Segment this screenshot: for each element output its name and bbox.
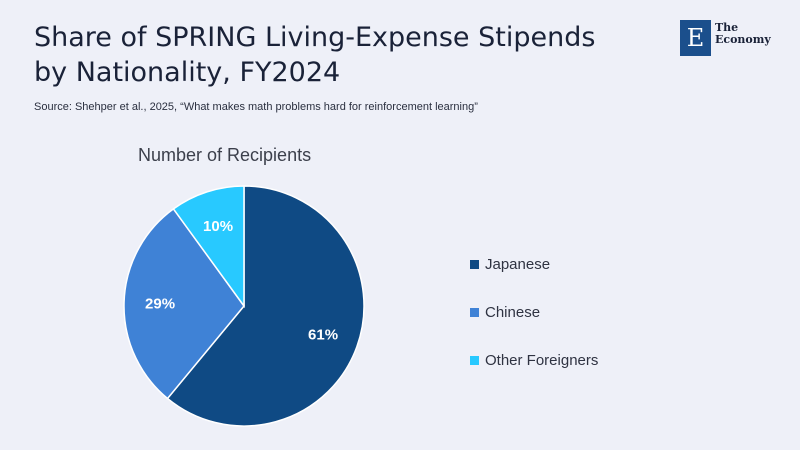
legend-swatch	[470, 259, 479, 269]
legend-swatch	[470, 355, 479, 365]
legend-swatch	[470, 307, 479, 317]
chart-title: Number of Recipients	[138, 145, 312, 165]
logo-mark: E	[680, 20, 711, 56]
pie-slice-other-foreigners	[172, 185, 245, 309]
legend-item-other-foreigners: Other Foreigners	[470, 348, 598, 372]
logo-line-1: The	[715, 21, 739, 34]
logo-wordmark: The Economy	[715, 20, 771, 46]
publisher-logo: E The Economy	[680, 20, 771, 56]
page-title: Share of SPRING Living-Expense Stipends …	[34, 22, 596, 88]
legend-label: Chinese	[485, 303, 541, 321]
slice-label-other-foreigners: 10%	[203, 218, 233, 235]
pie-slice-japanese	[166, 185, 365, 427]
logo-line-2: Economy	[715, 33, 771, 46]
slice-label-japanese: 61%	[308, 326, 338, 343]
legend-item-chinese: Chinese	[470, 300, 598, 324]
source-note: Source: Shehper et al., 2025, “What make…	[34, 101, 478, 113]
slice-label-chinese: 29%	[145, 295, 175, 312]
pie-slice-chinese	[123, 207, 245, 400]
legend-label: Japanese	[485, 255, 551, 273]
legend-item-japanese: Japanese	[470, 252, 598, 276]
legend: Japanese Chinese Other Foreigners	[470, 252, 598, 396]
legend-label: Other Foreigners	[485, 351, 599, 369]
